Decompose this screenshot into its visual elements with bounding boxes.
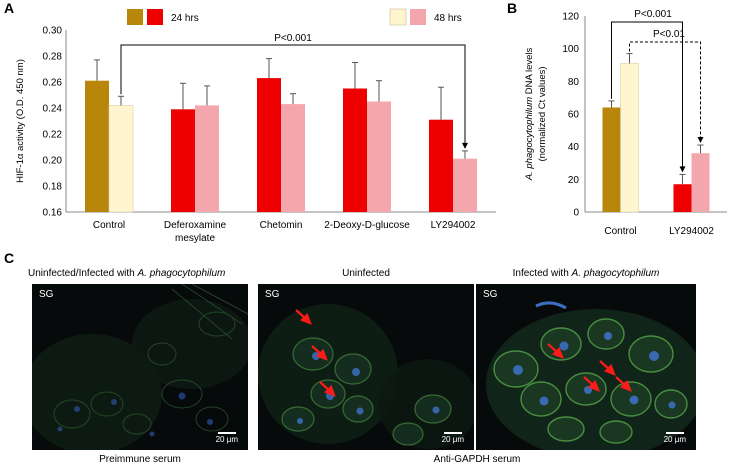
- y-axis-label-b-rest: DNA levels: [524, 47, 535, 96]
- significance-label-b-solid: P<0.001: [634, 9, 672, 20]
- header-right: Infected with A. phagocytophilum: [512, 268, 660, 279]
- bar-b: [602, 107, 621, 212]
- legend-swatch-a: [127, 9, 143, 25]
- arrows-uninfected: [295, 309, 336, 397]
- y-tick-label-a: 0.18: [43, 182, 63, 193]
- significance-label-b-dashed: P<0.01: [653, 29, 685, 40]
- bar-a: [108, 105, 134, 213]
- header-left: Uninfected/Infected with A. phagocytophi…: [28, 268, 226, 279]
- significance-bracket-b-dashed: [629, 41, 701, 140]
- bar-a: [85, 80, 109, 212]
- y-tick-label-b: 60: [568, 110, 580, 121]
- y-axis-label-b-italic: A. phagocytophilum: [524, 97, 535, 182]
- y-tick-label-b: 100: [562, 44, 579, 55]
- y-tick-label-a: 0.16: [43, 208, 63, 219]
- panel-letter-b: B: [507, 0, 518, 16]
- micrograph-preimmune: SG 20 μm: [32, 284, 248, 450]
- bar-a: [453, 158, 477, 212]
- y-axis-label-a: HIF-1α activity (O.D. 450 nm): [15, 59, 26, 183]
- y-tick-label-b: 0: [573, 208, 579, 219]
- micrograph-uninfected: SG 20 μm: [258, 284, 474, 450]
- x-tick-label-a: 2-Deoxy-D-glucose: [324, 220, 410, 231]
- bar-a: [195, 105, 219, 212]
- legend-label-a: 24 hrs: [171, 13, 199, 24]
- significance-arrow-a: [462, 142, 468, 149]
- y-axis-label-b: A. phagocytophilum DNA levels: [524, 47, 535, 181]
- micrograph-2-sg-label: SG: [265, 289, 280, 300]
- x-tick-label-a: mesylate: [175, 233, 215, 244]
- arrows-infected: [547, 343, 632, 392]
- micrograph-2-scale-bar: 20 μm: [442, 432, 464, 444]
- y-tick-label-a: 0.26: [43, 78, 63, 89]
- micrograph-uninfected-texture: [258, 284, 474, 450]
- panel-letter-c: C: [4, 250, 15, 266]
- y-tick-label-b: 120: [562, 12, 579, 23]
- bar-a: [257, 78, 281, 212]
- caption-preimmune: Preimmune serum: [99, 454, 181, 465]
- y-tick-label-a: 0.28: [43, 52, 63, 63]
- y-tick-label-a: 0.30: [43, 26, 63, 37]
- x-tick-label-a: Deferoxamine: [164, 220, 227, 231]
- bar-a: [281, 104, 305, 212]
- bar-b: [620, 63, 639, 213]
- bar-a: [343, 88, 367, 212]
- y-tick-label-a: 0.20: [43, 156, 63, 167]
- micrograph-3-sg-label: SG: [483, 289, 498, 300]
- x-tick-label-a: Control: [93, 220, 125, 231]
- micrograph-1-sg-label: SG: [39, 289, 54, 300]
- micrograph-infected: SG 20 μm: [476, 284, 696, 450]
- significance-bracket-a: [120, 44, 466, 145]
- legend-label-a: 48 hrs: [434, 13, 462, 24]
- x-tick-label-b: Control: [604, 226, 636, 237]
- legend-swatch-a: [147, 9, 163, 25]
- y-tick-label-a: 0.22: [43, 130, 63, 141]
- x-tick-label-a: LY294002: [431, 220, 476, 231]
- y-tick-label-b: 20: [568, 175, 580, 186]
- y-tick-label-b: 80: [568, 77, 580, 88]
- panel-letter-a: A: [4, 0, 15, 16]
- y-axis-label-b-line2: (normalized Ct values): [537, 66, 548, 161]
- legend-swatch-a: [410, 9, 426, 25]
- bar-a: [367, 101, 391, 212]
- y-tick-label-a: 0.24: [43, 104, 63, 115]
- bar-b: [691, 153, 710, 212]
- header-middle: Uninfected: [342, 268, 390, 279]
- bar-a: [429, 119, 453, 212]
- micrograph-preimmune-texture: [32, 284, 248, 450]
- x-tick-label-b: LY294002: [669, 226, 714, 237]
- significance-arrow-b-dashed: [697, 137, 704, 144]
- chart-b: 0 20 40 60 80 100 120 A. phagocytophilum DNA le…: [524, 9, 727, 237]
- micrograph-3-scale-bar: 20 μm: [664, 432, 686, 444]
- significance-bracket-b-solid: [611, 21, 683, 169]
- micrograph-infected-texture: [476, 284, 696, 450]
- micrograph-1-scale-bar: 20 μm: [216, 432, 238, 444]
- significance-arrow-b-solid: [679, 166, 686, 173]
- bar-b: [673, 184, 692, 212]
- legend-swatch-a: [389, 8, 407, 26]
- caption-anti-gapdh: Anti-GAPDH serum: [433, 454, 521, 465]
- significance-label-a: P<0.001: [274, 33, 312, 44]
- y-tick-label-b: 40: [568, 142, 580, 153]
- chart-a: 0.16 0.18 0.20 0.22 0.24 0.26 0.28 0.30 HIF-1α a…: [15, 8, 496, 244]
- x-tick-label-a: Chetomin: [260, 220, 303, 231]
- bar-a: [171, 109, 195, 212]
